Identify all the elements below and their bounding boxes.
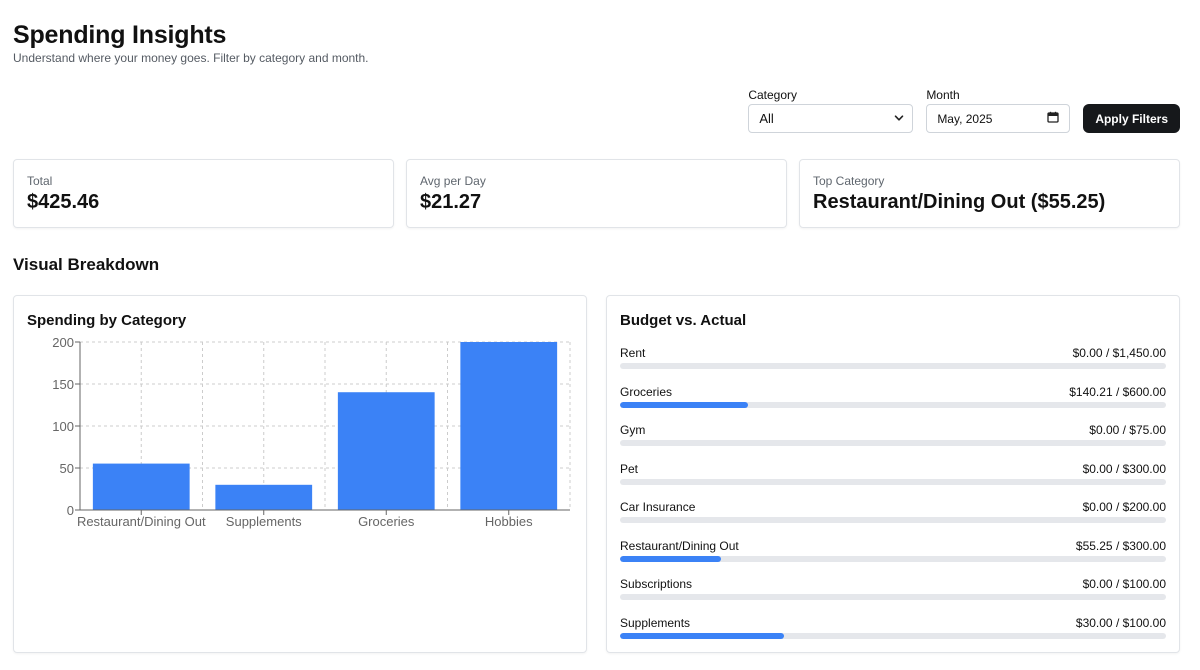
- budget-amount: $140.21 / $600.00: [1069, 384, 1166, 399]
- bar-supplements: [215, 484, 313, 510]
- y-tick-label: 50: [60, 461, 74, 476]
- month-field: Month May, 2025: [926, 88, 1071, 133]
- stat-value: $21.27: [420, 191, 482, 213]
- x-tick-label: Restaurant/Dining Out: [77, 514, 206, 529]
- budget-progress-track: [620, 594, 1166, 600]
- y-tick-label: 0: [67, 503, 74, 518]
- budget-row: Subscriptions $0.00 / $100.00: [620, 577, 1166, 616]
- budget-category-name: Restaurant/Dining Out: [620, 538, 739, 553]
- budget-progress-track: [620, 478, 1166, 485]
- section-title: Visual Breakdown: [13, 255, 160, 274]
- spending-by-category-panel: Spending by Category 0 50 100 150 200 Restaur…: [13, 295, 587, 653]
- stat-card-total: Total $425.46: [13, 159, 394, 228]
- budget-amount: $0.00 / $100.00: [1082, 577, 1166, 591]
- category-label: Category: [748, 88, 798, 102]
- page-subtitle: Understand where your money goes. Filter…: [13, 51, 369, 65]
- month-label: Month: [926, 88, 960, 102]
- month-input-value: May, 2025: [937, 111, 993, 126]
- budget-category-name: Subscriptions: [620, 577, 693, 591]
- category-select[interactable]: All: [748, 104, 914, 133]
- y-tick-label: 150: [52, 377, 74, 392]
- budget-row: Rent $0.00 / $1,450.00: [620, 346, 1166, 385]
- page-header: Spending Insights Understand where your …: [13, 20, 369, 65]
- x-tick-label: Groceries: [358, 514, 415, 529]
- y-tick-label: 100: [52, 419, 74, 434]
- budget-category-name: Supplements: [620, 615, 691, 630]
- budget-row: Supplements $30.00 / $100.00: [620, 616, 1166, 655]
- stat-label: Top Category: [813, 174, 885, 188]
- stat-value: Restaurant/Dining Out ($55.25): [813, 191, 1106, 213]
- budget-amount: $0.00 / $300.00: [1082, 461, 1166, 476]
- budget-category-name: Pet: [620, 461, 639, 476]
- budget-amount: $0.00 / $200.00: [1082, 500, 1166, 514]
- budget-vs-actual-panel: Budget vs. Actual Rent $0.00 / $1,450.00 G…: [606, 295, 1180, 653]
- budget-row: Gym $0.00 / $75.00: [620, 423, 1166, 462]
- stat-label: Total: [27, 174, 53, 188]
- spending-bar-chart: 0 50 100 150 200 Restaurant/Dining Out Supplem…: [52, 335, 571, 529]
- budget-category-name: Groceries: [620, 384, 673, 399]
- month-input[interactable]: May, 2025: [926, 104, 1071, 133]
- stat-card-avg-per-day: Avg per Day $21.27: [406, 159, 787, 228]
- budget-progress-fill: [620, 632, 784, 639]
- bar-hobbies: [460, 342, 558, 510]
- budget-progress-fill: [620, 401, 748, 408]
- budget-amount: $55.25 / $300.00: [1075, 538, 1166, 553]
- category-select-value: All: [759, 111, 774, 126]
- stat-card-top-category: Top Category Restaurant/Dining Out ($55.…: [799, 159, 1180, 228]
- budget-row: Groceries $140.21 / $600.00: [620, 385, 1166, 424]
- budget-progress-track: [620, 632, 1166, 639]
- stat-value: $425.46: [27, 191, 100, 213]
- chevron-down-icon: [894, 111, 904, 126]
- panel-title: Spending by Category: [27, 312, 187, 329]
- bar-groceries: [337, 392, 435, 510]
- budget-progress-track: [620, 363, 1166, 369]
- filters-bar: Category All Month May, 2025 Apply Filte…: [748, 89, 1180, 133]
- calendar-icon[interactable]: [1047, 111, 1059, 126]
- budget-progress-track: [620, 440, 1166, 446]
- y-tick-label: 200: [52, 335, 74, 350]
- budget-category-name: Car Insurance: [620, 500, 696, 514]
- page-title: Spending Insights: [13, 21, 227, 49]
- x-tick-label: Supplements: [226, 514, 302, 529]
- budget-amount: $0.00 / $1,450.00: [1072, 346, 1166, 360]
- x-tick-label: Hobbies: [485, 514, 533, 529]
- budget-progress-track: [620, 401, 1166, 408]
- stat-label: Avg per Day: [420, 174, 486, 188]
- category-field: Category All: [748, 88, 914, 133]
- panel-title: Budget vs. Actual: [620, 312, 747, 329]
- budget-row: Restaurant/Dining Out $55.25 / $300.00: [620, 539, 1166, 578]
- budget-progress-fill: [620, 555, 721, 562]
- budget-amount: $0.00 / $75.00: [1089, 423, 1166, 437]
- budget-list: Rent $0.00 / $1,450.00 Groceries $140.21 / …: [620, 346, 1166, 654]
- budget-amount: $30.00 / $100.00: [1075, 615, 1166, 630]
- budget-row: Car Insurance $0.00 / $200.00: [620, 500, 1166, 539]
- bar-restaurant-dining-out: [92, 463, 190, 510]
- apply-filters-button[interactable]: Apply Filters: [1083, 104, 1180, 133]
- budget-row: Pet $0.00 / $300.00: [620, 462, 1166, 501]
- budget-progress-track: [620, 555, 1166, 562]
- budget-category-name: Gym: [620, 423, 646, 437]
- budget-category-name: Rent: [620, 346, 646, 360]
- budget-progress-track: [620, 517, 1166, 523]
